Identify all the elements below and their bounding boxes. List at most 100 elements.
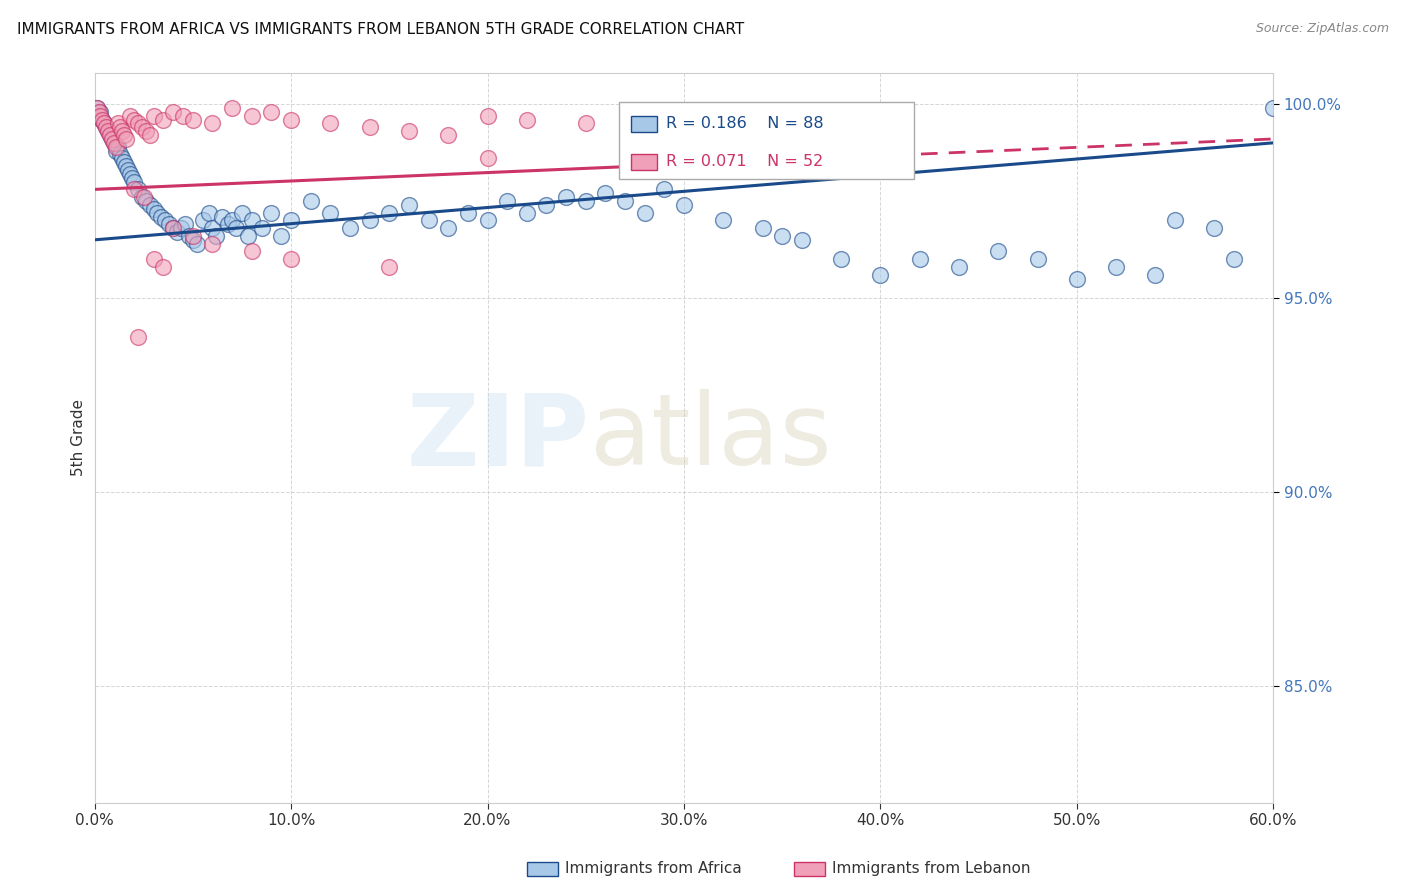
Point — [191, 213, 214, 227]
Point — [201, 116, 224, 130]
Point — [418, 213, 440, 227]
Point — [221, 213, 243, 227]
Point — [162, 221, 184, 235]
Point — [105, 139, 128, 153]
Point — [201, 221, 224, 235]
Point — [477, 213, 499, 227]
Point — [948, 260, 970, 274]
Point — [121, 170, 143, 185]
Point — [270, 229, 292, 244]
Point — [1105, 260, 1128, 274]
Point — [122, 112, 145, 127]
Point — [142, 252, 165, 267]
Point — [89, 104, 111, 119]
Point — [1026, 252, 1049, 267]
Point — [319, 205, 342, 219]
Point — [378, 205, 401, 219]
Point — [1223, 252, 1246, 267]
Point — [516, 205, 538, 219]
Point — [127, 116, 149, 130]
Text: Immigrants from Lebanon: Immigrants from Lebanon — [832, 862, 1031, 876]
Point — [457, 205, 479, 219]
Point — [101, 132, 124, 146]
Point — [86, 101, 108, 115]
Text: Source: ZipAtlas.com: Source: ZipAtlas.com — [1256, 22, 1389, 36]
Point — [260, 104, 283, 119]
Point — [127, 330, 149, 344]
Point — [112, 155, 135, 169]
Point — [91, 112, 114, 127]
Point — [162, 104, 184, 119]
Point — [1204, 221, 1226, 235]
Point — [98, 128, 121, 142]
Point — [177, 229, 200, 244]
Point — [280, 112, 302, 127]
Point — [221, 101, 243, 115]
Point — [236, 229, 259, 244]
Point — [830, 252, 852, 267]
Point — [339, 221, 361, 235]
Point — [142, 109, 165, 123]
Point — [869, 268, 891, 282]
Point — [138, 128, 160, 142]
Text: Immigrants from Africa: Immigrants from Africa — [565, 862, 742, 876]
Point — [117, 163, 139, 178]
Point — [122, 175, 145, 189]
Point — [96, 120, 118, 135]
Point — [1164, 213, 1187, 227]
Point — [1066, 271, 1088, 285]
Point — [115, 132, 138, 146]
Text: R = 0.071    N = 52: R = 0.071 N = 52 — [666, 154, 824, 169]
Point — [138, 198, 160, 212]
Point — [107, 139, 129, 153]
Point — [181, 233, 204, 247]
Point — [96, 120, 118, 135]
Point — [359, 213, 381, 227]
Point — [87, 104, 110, 119]
Point — [174, 217, 197, 231]
Point — [181, 112, 204, 127]
Point — [108, 120, 131, 135]
Point — [770, 229, 793, 244]
Point — [132, 190, 155, 204]
Point — [299, 194, 322, 208]
Point — [118, 167, 141, 181]
Point — [135, 124, 157, 138]
Point — [437, 128, 460, 142]
Point — [93, 116, 115, 130]
Point — [987, 244, 1010, 259]
Point — [111, 152, 134, 166]
Point — [89, 109, 111, 123]
Point — [378, 260, 401, 274]
Point — [260, 205, 283, 219]
Text: IMMIGRANTS FROM AFRICA VS IMMIGRANTS FROM LEBANON 5TH GRADE CORRELATION CHART: IMMIGRANTS FROM AFRICA VS IMMIGRANTS FRO… — [17, 22, 744, 37]
Point — [197, 205, 219, 219]
Point — [157, 217, 180, 231]
Point — [751, 221, 773, 235]
Point — [111, 124, 134, 138]
Y-axis label: 5th Grade: 5th Grade — [72, 400, 86, 476]
FancyBboxPatch shape — [631, 154, 657, 170]
Point — [575, 194, 598, 208]
Point — [790, 233, 813, 247]
Point — [575, 116, 598, 130]
Point — [240, 109, 263, 123]
Text: atlas: atlas — [589, 389, 831, 486]
Point — [122, 182, 145, 196]
Point — [496, 194, 519, 208]
Point — [166, 225, 188, 239]
Point — [1263, 101, 1285, 115]
Point — [555, 190, 578, 204]
Point — [155, 213, 177, 227]
Point — [672, 198, 695, 212]
Point — [86, 101, 108, 115]
FancyBboxPatch shape — [631, 116, 657, 132]
Point — [115, 159, 138, 173]
Point — [595, 186, 617, 201]
Point — [398, 198, 420, 212]
Point — [217, 217, 239, 231]
Point — [477, 109, 499, 123]
Point — [146, 205, 169, 219]
Point — [103, 136, 125, 150]
Point — [319, 116, 342, 130]
